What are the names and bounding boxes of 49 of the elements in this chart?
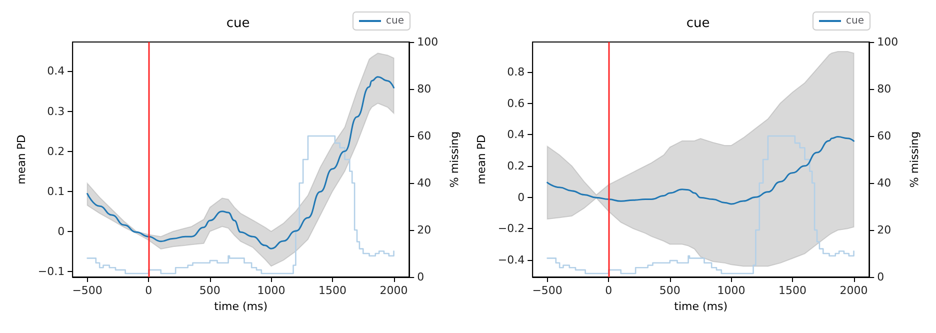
y2-tick-label: 60 bbox=[877, 130, 892, 142]
y-tick-label: 0.3 bbox=[47, 104, 65, 118]
y2-axis-title: % missing bbox=[448, 131, 461, 188]
line-series bbox=[546, 136, 855, 205]
y2-tick-label: 100 bbox=[417, 36, 438, 48]
y-tick-label: 0.2 bbox=[507, 159, 525, 172]
x-tick-label: 0 bbox=[605, 284, 612, 297]
x-tick-label: 500 bbox=[659, 284, 680, 297]
y2-tick-label: 40 bbox=[877, 176, 892, 190]
y-tick-label: 0 bbox=[518, 190, 525, 204]
y2-tick-label: 40 bbox=[417, 176, 432, 190]
x-axis-title: time (ms) bbox=[674, 300, 728, 313]
y-tick-label: 0.4 bbox=[47, 64, 65, 78]
y2-tick-label: 80 bbox=[417, 82, 432, 96]
y-tick-label: 0.8 bbox=[507, 65, 525, 78]
x-tick-label: 1000 bbox=[717, 284, 746, 297]
y2-tick-label: 0 bbox=[417, 270, 424, 284]
y2-tick-label: 100 bbox=[877, 36, 898, 48]
y2-tick-label: 60 bbox=[417, 130, 432, 142]
y2-tick-label: 20 bbox=[417, 224, 432, 236]
y2-tick-label: 80 bbox=[877, 82, 892, 96]
x-tick-label: 500 bbox=[199, 284, 220, 297]
x-tick-label: 2000 bbox=[840, 284, 868, 297]
y-tick-label: −0.2 bbox=[498, 222, 525, 236]
y-tick-label: 0.1 bbox=[47, 184, 65, 198]
chart-title: cue bbox=[226, 16, 250, 31]
y-tick-label: 0.4 bbox=[507, 128, 525, 142]
x-tick-label: −500 bbox=[532, 284, 562, 297]
y2-tick-label: 20 bbox=[877, 224, 892, 236]
x-axis-title: time (ms) bbox=[214, 300, 268, 313]
legend-label: cue bbox=[846, 16, 864, 26]
x-tick-label: 1000 bbox=[257, 284, 286, 297]
x-tick-label: 0 bbox=[145, 284, 152, 297]
y-tick-label: 0.2 bbox=[47, 144, 65, 158]
y2-axis-title: % missing bbox=[908, 131, 921, 188]
y-tick-label: 0 bbox=[58, 224, 65, 238]
line-series bbox=[86, 76, 395, 250]
x-tick-label: 1500 bbox=[318, 284, 346, 297]
y-axis-title: mean PD bbox=[15, 134, 28, 184]
chart-title: cue bbox=[686, 16, 710, 31]
x-tick-label: −500 bbox=[72, 284, 102, 297]
y2-tick-label: 0 bbox=[877, 270, 884, 284]
legend-label: cue bbox=[386, 16, 404, 26]
y-axis-title: mean PD bbox=[475, 134, 488, 184]
y-tick-label: −0.1 bbox=[38, 264, 65, 278]
y-tick-label: 0.6 bbox=[507, 96, 525, 110]
x-tick-label: 2000 bbox=[380, 284, 408, 297]
x-tick-label: 1500 bbox=[778, 284, 806, 297]
y-tick-label: −0.4 bbox=[498, 253, 525, 266]
